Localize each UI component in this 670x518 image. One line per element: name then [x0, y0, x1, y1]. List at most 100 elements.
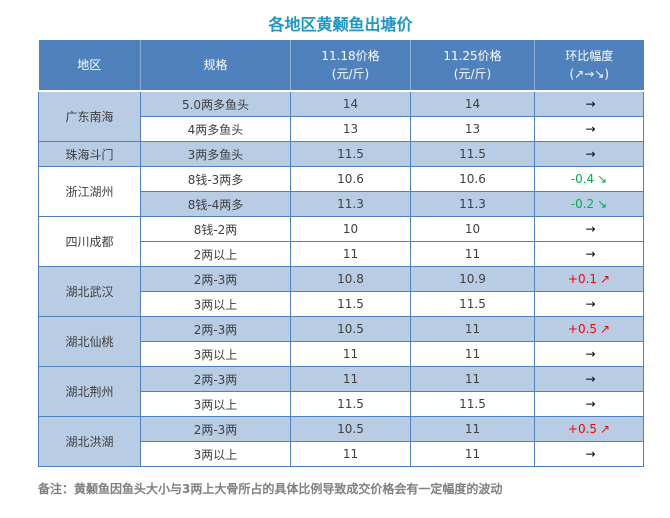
change-cell: →	[534, 216, 644, 242]
flat-arrow-icon: →	[585, 347, 596, 361]
table-row: 3两以上 11.5 11.5 →	[39, 391, 644, 417]
spec-cell: 8钱-4两多	[140, 191, 291, 217]
change-cell: -0.4 ↘	[534, 166, 644, 192]
change-cell: →	[534, 90, 644, 117]
table-row: 四川成都 8钱-2两 10 10 →	[38, 216, 644, 267]
table-row: 珠海斗门 3两多鱼头 11.5 11.5 →	[38, 141, 644, 167]
change-cell: +0.5 ↗	[534, 416, 644, 442]
header-spec-label: 规格	[203, 58, 228, 72]
header-price-1118: 11.18价格 (元/斤)	[290, 40, 411, 91]
spec-cell: 2两-3两	[140, 366, 291, 392]
change-cell: →	[534, 116, 644, 142]
price-1125-cell: 11	[410, 341, 535, 367]
change-cell: +0.1 ↗	[534, 266, 644, 292]
spec-cell: 8钱-3两多	[140, 166, 291, 192]
header-change: 环比幅度 (↗→↘)	[534, 40, 644, 91]
price-1118-cell: 11.5	[290, 391, 411, 417]
change-cell: -0.2 ↘	[534, 191, 644, 217]
table-row: 广东南海 5.0两多鱼头 14 14 →	[38, 90, 644, 142]
header-price-1125-title: 11.25价格	[443, 49, 502, 63]
price-1125-cell: 11.5	[410, 141, 535, 167]
table-row: 湖北洪湖 2两-3两 10.5 11 +0.5 ↗	[38, 416, 644, 467]
region-cell: 广东南海	[38, 90, 141, 142]
flat-arrow-icon: →	[585, 247, 596, 261]
table-row: 8钱-4两多 11.3 11.3 -0.2 ↘	[39, 191, 644, 217]
flat-arrow-icon: →	[585, 397, 596, 411]
price-1118-cell: 10	[290, 216, 411, 242]
table-row: 2两以上 11 11 →	[39, 241, 644, 267]
price-1125-cell: 11	[410, 241, 535, 267]
header-spec: 规格	[140, 40, 291, 91]
spec-cell: 4两多鱼头	[140, 116, 291, 142]
table-row: 3两以上 11 11 →	[39, 441, 644, 467]
change-value: -0.2	[570, 197, 595, 211]
price-1118-cell: 11	[290, 366, 411, 392]
spec-cell: 2两以上	[140, 241, 291, 267]
price-1125-cell: 11	[410, 366, 535, 392]
price-1125-cell: 13	[410, 116, 535, 142]
price-table: 地区 规格 11.18价格 (元/斤) 11.25价格 (元/斤) 环比幅度 (…	[38, 40, 644, 467]
spec-cell: 3两以上	[140, 291, 291, 317]
change-value: -0.4	[570, 172, 595, 186]
price-1118-cell: 14	[290, 90, 411, 117]
header-row: 地区 规格 11.18价格 (元/斤) 11.25价格 (元/斤) 环比幅度 (…	[38, 40, 644, 91]
change-value: +0.5	[567, 322, 598, 336]
price-1125-cell: 10.6	[410, 166, 535, 192]
price-1125-cell: 11	[410, 441, 535, 467]
price-1125-cell: 11.5	[410, 391, 535, 417]
down-arrow-icon: ↘	[597, 197, 608, 211]
region-cell: 湖北武汉	[38, 266, 141, 317]
spec-cell: 2两-3两	[140, 316, 291, 342]
header-price-1125: 11.25价格 (元/斤)	[410, 40, 535, 91]
up-arrow-icon: ↗	[600, 272, 611, 286]
table-row: 3两以上 11 11 →	[39, 341, 644, 367]
flat-arrow-icon: →	[585, 447, 596, 461]
price-1118-cell: 11.5	[290, 141, 411, 167]
header-change-title: 环比幅度	[565, 49, 614, 63]
table-header: 地区 规格 11.18价格 (元/斤) 11.25价格 (元/斤) 环比幅度 (…	[38, 40, 644, 91]
page-title: 各地区黄颡鱼出塘价	[268, 15, 413, 34]
flat-arrow-icon: →	[585, 97, 596, 111]
table-row: 4两多鱼头 13 13 →	[39, 116, 644, 142]
price-1118-cell: 10.8	[290, 266, 411, 292]
price-1118-cell: 11	[290, 241, 411, 267]
change-cell: →	[534, 291, 644, 317]
change-cell: +0.5 ↗	[534, 316, 644, 342]
table-row: 3两以上 11.5 11.5 →	[39, 291, 644, 317]
region-cell: 湖北洪湖	[38, 416, 141, 467]
price-1125-cell: 14	[410, 90, 535, 117]
region-cell: 四川成都	[38, 216, 141, 267]
change-cell: →	[534, 241, 644, 267]
price-1125-cell: 11	[410, 416, 535, 442]
price-1125-cell: 11.3	[410, 191, 535, 217]
price-1125-cell: 10.9	[410, 266, 535, 292]
footnote: 备注：黄颡鱼因鱼头大小与3两上大骨所占的具体比例导致成交价格会有一定幅度的波动	[38, 482, 503, 496]
region-cell: 湖北仙桃	[38, 316, 141, 367]
spec-cell: 5.0两多鱼头	[140, 90, 291, 117]
spec-cell: 2两-3两	[140, 416, 291, 442]
change-cell: →	[534, 141, 644, 167]
header-region-label: 地区	[77, 58, 102, 72]
up-arrow-icon: ↗	[600, 322, 611, 336]
flat-arrow-icon: →	[585, 297, 596, 311]
spec-cell: 3两以上	[140, 341, 291, 367]
flat-arrow-icon: →	[585, 122, 596, 136]
table-row: 湖北仙桃 2两-3两 10.5 11 +0.5 ↗	[38, 316, 644, 367]
price-1118-cell: 13	[290, 116, 411, 142]
spec-cell: 3两以上	[140, 391, 291, 417]
price-1125-cell: 11.5	[410, 291, 535, 317]
table-row: 湖北武汉 2两-3两 10.8 10.9 +0.1 ↗	[38, 266, 644, 317]
change-value: +0.1	[567, 272, 598, 286]
header-price-1118-title: 11.18价格	[321, 49, 380, 63]
change-cell: →	[534, 391, 644, 417]
table-row: 湖北荆州 2两-3两 11 11 →	[38, 366, 644, 417]
flat-arrow-icon: →	[585, 372, 596, 386]
price-1118-cell: 11	[290, 341, 411, 367]
region-cell: 湖北荆州	[38, 366, 141, 417]
spec-cell: 8钱-2两	[140, 216, 291, 242]
spec-cell: 2两-3两	[140, 266, 291, 292]
region-cell: 珠海斗门	[38, 141, 141, 167]
flat-arrow-icon: →	[585, 222, 596, 236]
header-region: 地区	[38, 40, 141, 91]
price-1118-cell: 11.3	[290, 191, 411, 217]
